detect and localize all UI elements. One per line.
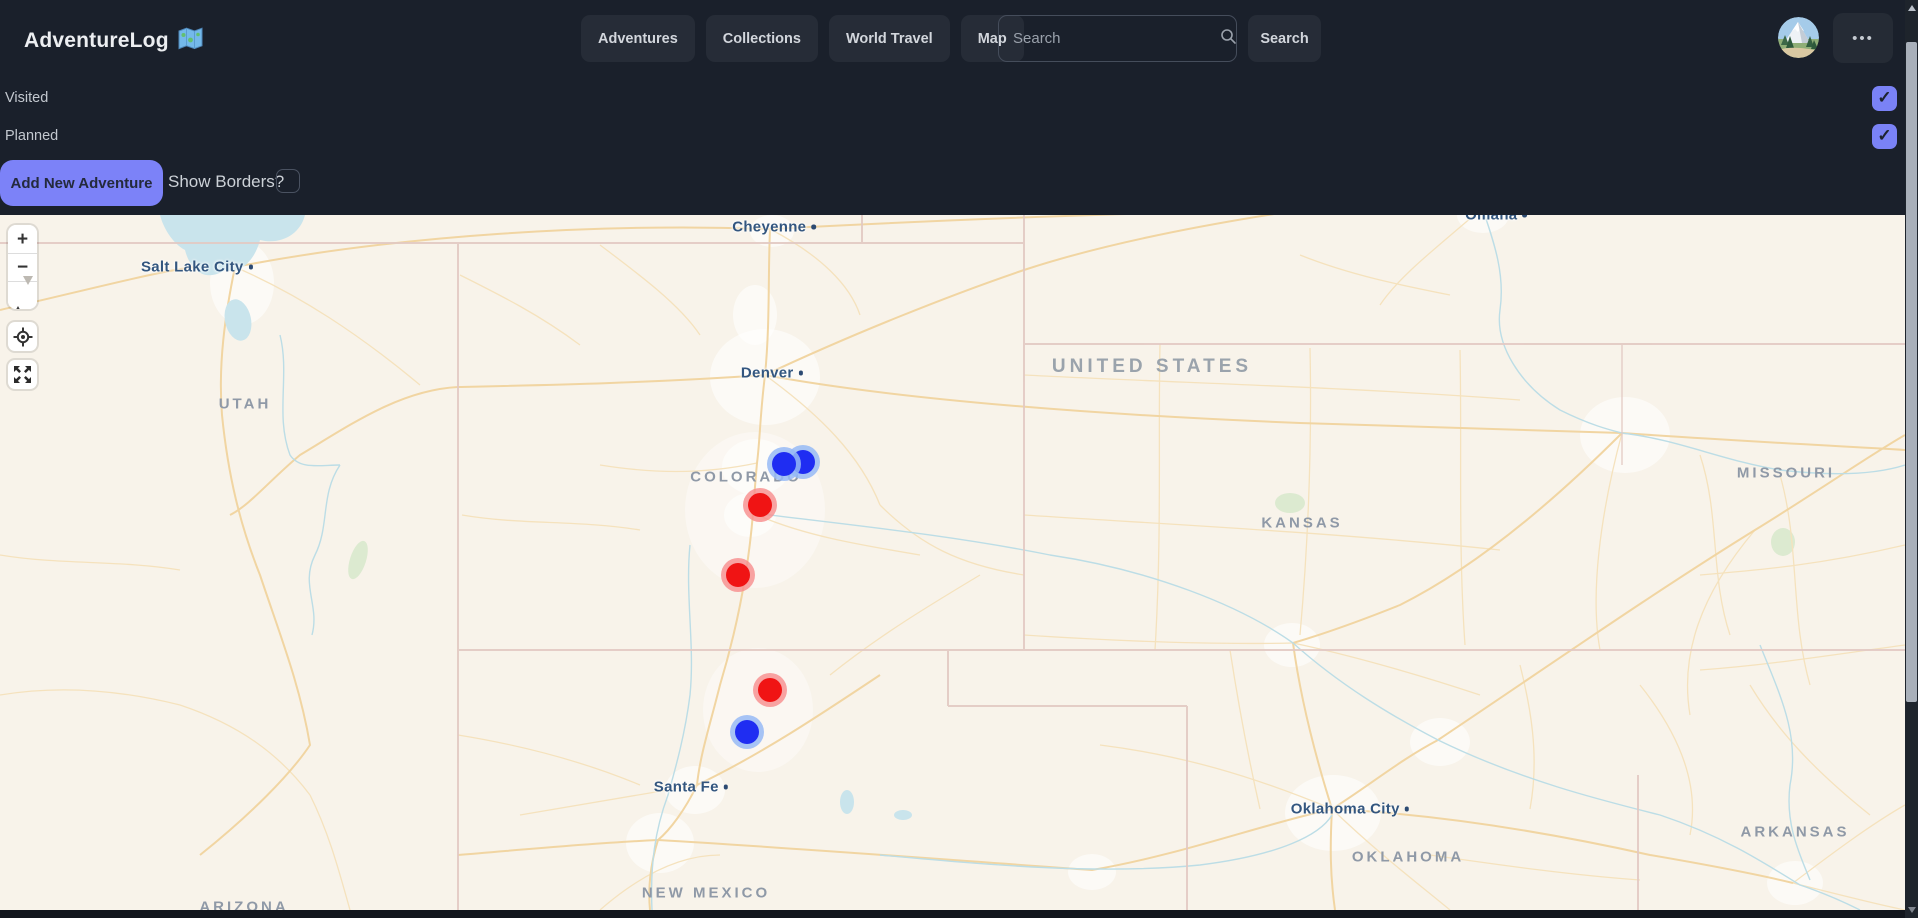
search-box — [998, 15, 1237, 62]
nav-item-collections[interactable]: Collections — [705, 15, 818, 62]
filter-row-visited: Visited ✓ — [5, 85, 1897, 111]
add-new-adventure-button[interactable]: Add New Adventure — [0, 160, 163, 206]
checkbox-planned[interactable]: ✓ — [1872, 123, 1897, 149]
map-canvas[interactable]: UNITED STATES UTAH COLORADO KANSAS MISSOURI N… — [0, 215, 1905, 910]
map-base-layer — [0, 215, 1905, 910]
zoom-in-button[interactable]: + — [8, 225, 37, 253]
map-marker-red[interactable] — [726, 563, 750, 587]
compass-icon — [12, 285, 23, 309]
filter-label-planned: Planned — [5, 128, 59, 144]
zoom-out-button[interactable]: − — [8, 253, 37, 281]
main-nav: Adventures Collections World Travel Map — [581, 15, 1024, 62]
app-logo[interactable]: AdventureLog — [24, 27, 203, 55]
filter-label-visited: Visited — [5, 90, 49, 106]
world-map-emoji-icon — [178, 27, 203, 55]
search-icon — [1220, 28, 1237, 50]
scrollbar[interactable] — [1905, 0, 1918, 918]
map-zoom-controls: + − — [8, 225, 37, 309]
map-marker-blue[interactable] — [772, 452, 796, 476]
geolocate-icon — [13, 327, 32, 346]
search-button[interactable]: Search — [1248, 15, 1321, 62]
show-borders-checkbox[interactable] — [276, 169, 300, 193]
app-title: AdventureLog — [24, 29, 169, 52]
fullscreen-icon — [14, 366, 31, 383]
scrollbar-up-arrow[interactable] — [1907, 5, 1916, 11]
map-marker-red[interactable] — [748, 493, 772, 517]
nav-item-adventures[interactable]: Adventures — [581, 15, 695, 62]
show-borders-label: Show Borders? — [168, 172, 285, 191]
filter-row-planned: Planned ✓ — [5, 123, 1897, 149]
compass-button[interactable] — [8, 276, 37, 309]
map-marker-red[interactable] — [758, 678, 782, 702]
overflow-menu-button[interactable]: ••• — [1833, 13, 1893, 63]
map-marker-blue[interactable] — [735, 720, 759, 744]
search-input[interactable] — [999, 16, 1220, 61]
scrollbar-thumb[interactable] — [1906, 42, 1917, 702]
filter-rows: Visited ✓ Planned ✓ — [5, 85, 1897, 161]
fullscreen-button[interactable] — [8, 360, 37, 389]
geolocate-button[interactable] — [8, 322, 37, 351]
nav-item-world-travel[interactable]: World Travel — [828, 15, 950, 62]
avatar[interactable] — [1778, 17, 1819, 58]
header: AdventureLog Adventures Collections World … — [0, 0, 1905, 215]
checkbox-visited[interactable]: ✓ — [1872, 85, 1897, 111]
scrollbar-down-arrow[interactable] — [1907, 907, 1916, 913]
